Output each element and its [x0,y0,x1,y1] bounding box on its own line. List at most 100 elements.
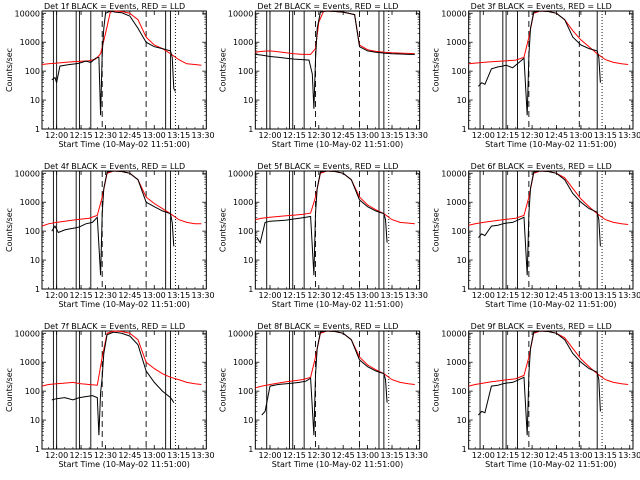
x-tick-label: 13:00 [143,131,166,140]
x-tick-label: 13:15 [380,291,403,300]
x-tick-label: 12:45 [118,291,141,300]
chart-title: Det 3f BLACK = Events, RED = LLD [471,2,612,11]
x-tick-label: 12:15 [496,451,519,460]
x-axis-label: Start Time (10-May-02 11:51:00) [485,460,616,469]
x-axis-label: Start Time (10-May-02 11:51:00) [272,300,403,309]
x-tick-label: 12:00 [472,451,495,460]
y-tick-label: 1000 [20,198,40,207]
chart-panel-6: Det 6f BLACK = Events, RED = LLD 1 10 100 10… [432,162,640,309]
y-tick-label: 10 [30,416,40,425]
y-tick-label: 10000 [15,169,40,178]
series-line-lld [41,170,202,227]
y-axis-label: Counts/sec [5,368,14,412]
y-axis-label: Counts/sec [432,208,441,252]
x-tick-label: 12:15 [70,451,93,460]
x-tick-label: 12:00 [258,451,281,460]
series-line-lld [255,330,415,389]
chart-panel-9: Det 9f BLACK = Events, RED = LLD 1 10 100 10… [432,322,640,469]
plot-frame [254,330,421,450]
series-line-events [478,10,601,116]
series-line-lld [468,330,629,387]
x-tick-label: 13:30 [192,451,215,460]
x-tick-label: 13:15 [167,131,190,140]
y-tick-label: 10000 [228,169,253,178]
x-tick-label: 12:15 [496,291,519,300]
chart-panel-2: Det 2f BLACK = Events, RED = LLD 1 10 100 10… [218,2,428,149]
x-tick-label: 12:45 [545,131,568,140]
plot-frame [468,330,634,450]
plot-frame [41,10,207,130]
x-tick-label: 13:30 [192,291,215,300]
x-tick-label: 12:30 [521,131,544,140]
y-tick-label: 100 [238,67,253,76]
x-tick-label: 12:00 [258,291,281,300]
series-line-events [51,170,175,276]
x-tick-label: 13:15 [594,451,617,460]
x-tick-label: 12:00 [45,291,68,300]
x-tick-label: 13:00 [143,451,166,460]
plot-frame [254,170,421,290]
x-tick-label: 13:30 [618,291,640,300]
y-tick-label: 100 [25,67,40,76]
y-axis-label: Counts/sec [218,368,227,412]
x-tick-label: 13:00 [569,451,592,460]
chart-title: Det 8f BLACK = Events, RED = LLD [257,322,398,331]
y-tick-label: 10 [243,256,253,265]
x-tick-label: 12:30 [307,131,330,140]
y-tick-label: 10000 [441,9,466,18]
y-tick-label: 10000 [441,169,466,178]
x-tick-label: 12:45 [118,131,141,140]
y-axis-label: Counts/sec [432,48,441,92]
y-tick-label: 1000 [233,358,253,367]
y-tick-label: 10000 [15,9,40,18]
series-line-events [51,331,175,436]
y-tick-label: 100 [451,67,466,76]
y-axis-label: Counts/sec [218,48,227,92]
x-tick-label: 12:00 [45,451,68,460]
y-tick-label: 10 [243,96,253,105]
y-tick-label: 1000 [233,198,253,207]
y-tick-label: 10 [456,256,466,265]
series-line-lld [255,10,415,55]
x-tick-label: 12:00 [258,131,281,140]
x-tick-label: 12:30 [94,291,117,300]
series-line-events [478,170,601,276]
plot-frame [254,10,421,130]
x-tick-label: 13:15 [594,291,617,300]
chart-title: Det 6f BLACK = Events, RED = LLD [471,162,612,171]
y-tick-label: 1 [248,285,253,294]
x-tick-label: 12:30 [94,451,117,460]
y-tick-label: 100 [25,387,40,396]
x-tick-label: 13:00 [569,291,592,300]
y-tick-label: 1000 [446,38,466,47]
series-line-events [256,170,388,276]
y-tick-label: 100 [238,387,253,396]
y-axis-label: Counts/sec [5,48,14,92]
y-tick-label: 10000 [228,329,253,338]
y-tick-label: 1 [35,285,40,294]
plot-frame [468,10,634,130]
series-line-events [478,330,601,436]
y-axis-label: Counts/sec [218,208,227,252]
x-tick-label: 13:00 [356,131,379,140]
y-tick-label: 1 [248,445,253,454]
y-tick-label: 10 [30,256,40,265]
series-line-lld [41,10,202,66]
x-tick-label: 13:30 [405,131,428,140]
chart-title: Det 4f BLACK = Events, RED = LLD [44,162,185,171]
x-tick-label: 12:45 [545,451,568,460]
series-line-events [261,330,388,436]
x-axis-label: Start Time (10-May-02 11:51:00) [272,460,403,469]
y-tick-label: 10 [456,416,466,425]
x-tick-label: 12:00 [472,291,495,300]
x-tick-label: 13:00 [356,451,379,460]
x-tick-label: 13:30 [405,451,428,460]
x-tick-label: 12:45 [332,131,355,140]
series-line-lld [468,170,629,226]
y-tick-label: 100 [451,227,466,236]
x-axis-label: Start Time (10-May-02 11:51:00) [272,140,403,149]
x-tick-label: 12:15 [283,451,306,460]
x-tick-label: 12:15 [283,131,306,140]
y-tick-label: 1 [462,445,467,454]
x-tick-label: 13:15 [594,131,617,140]
